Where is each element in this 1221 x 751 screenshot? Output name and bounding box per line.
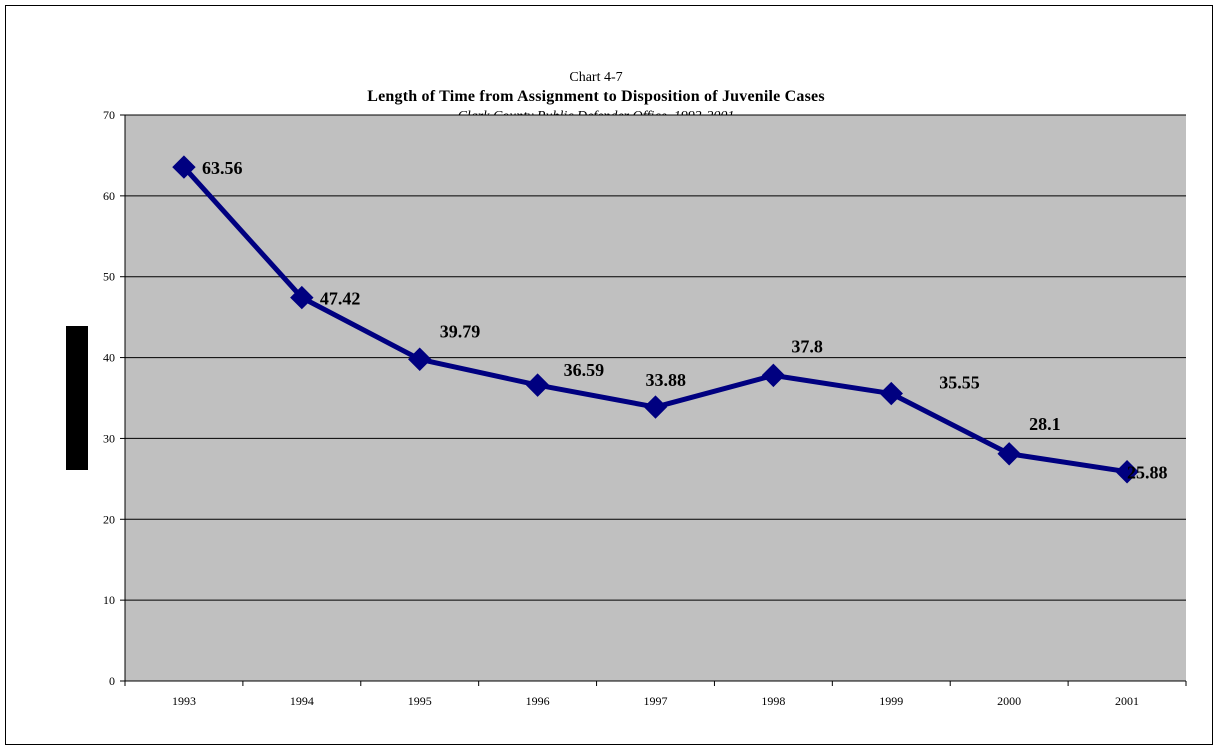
- x-tick-label-1998: 1998: [761, 694, 785, 708]
- x-tick-label-2001: 2001: [1115, 694, 1139, 708]
- x-tick-label-1996: 1996: [526, 694, 550, 708]
- data-label-1998: 37.8: [791, 336, 823, 356]
- data-label-1993: 63.56: [202, 158, 243, 178]
- data-point-1993: [172, 155, 196, 179]
- data-label-1996: 36.59: [564, 360, 605, 380]
- y-tick-label-30: 30: [103, 431, 115, 445]
- x-tick-label-1994: 1994: [290, 694, 314, 708]
- x-tick-label-1993: 1993: [172, 694, 196, 708]
- chart-number: Chart 4-7: [569, 70, 622, 85]
- data-label-2000: 28.1: [1029, 414, 1061, 434]
- chart-title: Length of Time from Assignment to Dispos…: [367, 88, 825, 105]
- data-point-2001: [1115, 460, 1139, 484]
- plot-area: 0 10 20 30 40 50 60 70 1993 1994 1995 1996 1997 1998 1…: [103, 108, 1187, 708]
- data-label-1999: 35.55: [939, 373, 980, 393]
- data-label-1995: 39.79: [440, 321, 481, 341]
- y-tick-label-70: 70: [103, 108, 115, 122]
- data-point-1994: [290, 285, 314, 310]
- y-tick-label-20: 20: [103, 512, 115, 526]
- data-label-2001: 25.88: [1127, 463, 1168, 483]
- data-label-1994: 47.42: [320, 289, 361, 309]
- data-label-1997: 33.88: [646, 370, 687, 390]
- x-tick-label-1997: 1997: [644, 694, 668, 708]
- data-point-1996: [525, 373, 550, 397]
- y-tick-label-50: 50: [103, 270, 115, 284]
- x-tick-label-1999: 1999: [879, 694, 903, 708]
- data-point-1995: [408, 347, 432, 371]
- data-point-1999: [879, 381, 903, 406]
- y-tick-label-40: 40: [103, 351, 115, 365]
- x-tick-label-2000: 2000: [997, 694, 1021, 708]
- x-tick-label-1995: 1995: [408, 694, 432, 708]
- y-tick-label-0: 0: [109, 674, 115, 688]
- y-tick-label-60: 60: [103, 189, 115, 203]
- data-point-1997: [643, 395, 668, 419]
- data-point-2000: [997, 442, 1021, 466]
- data-point-1998: [761, 363, 786, 388]
- chart-frame: [5, 5, 1213, 745]
- y-axis-label-redacted: [66, 326, 88, 470]
- y-tick-label-10: 10: [103, 593, 115, 607]
